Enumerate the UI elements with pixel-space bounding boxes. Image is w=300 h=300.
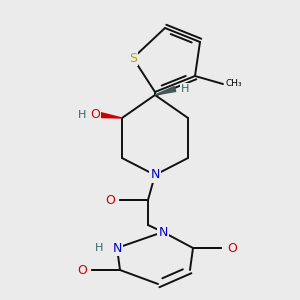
- Text: H: H: [78, 110, 86, 120]
- Text: O: O: [90, 109, 100, 122]
- Text: CH₃: CH₃: [225, 79, 242, 88]
- Text: O: O: [77, 263, 87, 277]
- Polygon shape: [155, 87, 176, 95]
- Text: N: N: [112, 242, 122, 254]
- Text: O: O: [105, 194, 115, 206]
- Text: N: N: [150, 169, 160, 182]
- Text: H: H: [181, 84, 189, 94]
- Polygon shape: [100, 112, 122, 118]
- Text: O: O: [227, 242, 237, 254]
- Text: N: N: [158, 226, 168, 238]
- Text: H: H: [95, 243, 103, 253]
- Text: S: S: [129, 52, 137, 64]
